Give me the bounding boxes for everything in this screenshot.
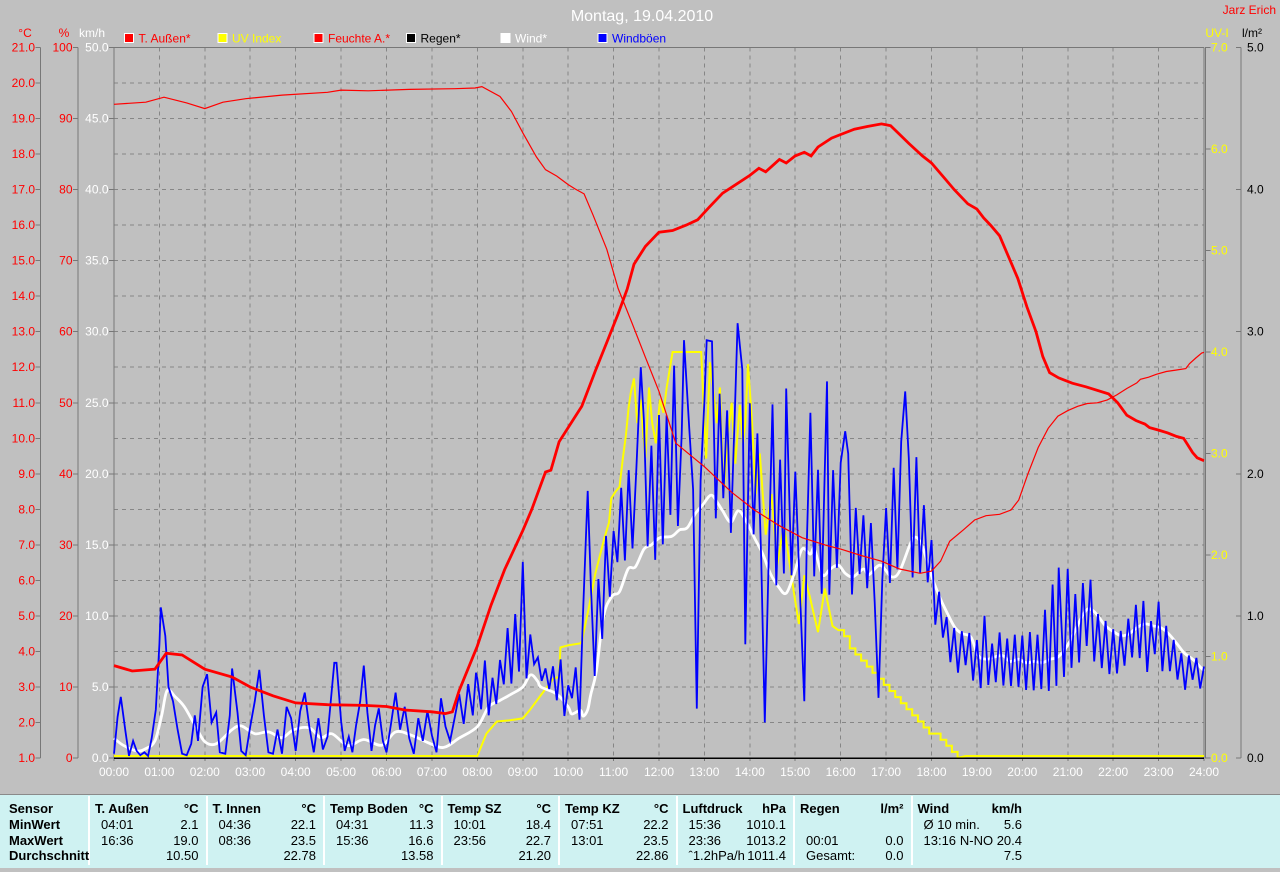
- svg-text:0.0: 0.0: [1211, 751, 1228, 765]
- svg-text:8.0: 8.0: [18, 502, 35, 516]
- svg-text:70: 70: [59, 254, 73, 268]
- svg-text:80: 80: [59, 183, 73, 197]
- svg-text:21.0: 21.0: [12, 41, 36, 55]
- svg-text:3.0: 3.0: [1247, 325, 1264, 339]
- svg-text:16:00: 16:00: [826, 765, 856, 779]
- svg-text:13.0: 13.0: [12, 325, 36, 339]
- svg-text:17.0: 17.0: [12, 183, 36, 197]
- svg-text:13:00: 13:00: [689, 765, 719, 779]
- svg-text:10: 10: [59, 680, 73, 694]
- svg-text:30.0: 30.0: [85, 325, 109, 339]
- svg-text:4.0: 4.0: [1211, 345, 1228, 359]
- svg-text:18.0: 18.0: [12, 147, 36, 161]
- svg-text:100: 100: [52, 41, 72, 55]
- svg-text:Wind*: Wind*: [515, 32, 547, 46]
- svg-text:40.0: 40.0: [85, 183, 109, 197]
- svg-text:%: %: [59, 26, 70, 40]
- svg-text:20.0: 20.0: [12, 76, 36, 90]
- svg-text:5.0: 5.0: [18, 609, 35, 623]
- svg-text:UV Index: UV Index: [232, 32, 281, 46]
- svg-text:21:00: 21:00: [1053, 765, 1083, 779]
- svg-text:19.0: 19.0: [12, 112, 36, 126]
- svg-text:9.0: 9.0: [18, 467, 35, 481]
- svg-text:2.0: 2.0: [18, 716, 35, 730]
- svg-text:5.0: 5.0: [1247, 41, 1264, 55]
- svg-text:20: 20: [59, 609, 73, 623]
- svg-text:6.0: 6.0: [18, 573, 35, 587]
- svg-text:7.0: 7.0: [18, 538, 35, 552]
- svg-text:1.0: 1.0: [1247, 609, 1264, 623]
- svg-text:23:00: 23:00: [1144, 765, 1174, 779]
- svg-text:10.0: 10.0: [12, 431, 36, 445]
- svg-text:01:00: 01:00: [144, 765, 174, 779]
- svg-text:35.0: 35.0: [85, 254, 109, 268]
- svg-text:3.0: 3.0: [18, 680, 35, 694]
- svg-text:06:00: 06:00: [371, 765, 401, 779]
- svg-text:12:00: 12:00: [644, 765, 674, 779]
- svg-text:09:00: 09:00: [508, 765, 538, 779]
- svg-text:10:00: 10:00: [553, 765, 583, 779]
- svg-text:4.0: 4.0: [1247, 183, 1264, 197]
- svg-text:5.0: 5.0: [1211, 244, 1228, 258]
- svg-text:25.0: 25.0: [85, 396, 109, 410]
- svg-text:14.0: 14.0: [12, 289, 36, 303]
- svg-text:0.0: 0.0: [92, 751, 109, 765]
- svg-text:90: 90: [59, 112, 73, 126]
- svg-text:16.0: 16.0: [12, 218, 36, 232]
- svg-text:02:00: 02:00: [190, 765, 220, 779]
- svg-text:20:00: 20:00: [1007, 765, 1037, 779]
- svg-text:11.0: 11.0: [13, 396, 36, 410]
- svg-text:22:00: 22:00: [1098, 765, 1128, 779]
- svg-text:24:00: 24:00: [1189, 765, 1219, 779]
- svg-text:1.0: 1.0: [1211, 650, 1228, 664]
- svg-text:15.0: 15.0: [85, 538, 109, 552]
- svg-text:Montag, 19.04.2010: Montag, 19.04.2010: [571, 8, 713, 25]
- svg-text:7.0: 7.0: [1211, 41, 1228, 55]
- svg-text:Regen*: Regen*: [421, 32, 461, 46]
- svg-text:18:00: 18:00: [916, 765, 946, 779]
- svg-text:30: 30: [59, 538, 73, 552]
- svg-text:10.0: 10.0: [85, 609, 109, 623]
- svg-text:00:00: 00:00: [99, 765, 129, 779]
- svg-text:03:00: 03:00: [235, 765, 265, 779]
- svg-text:5.0: 5.0: [92, 680, 109, 694]
- svg-text:15.0: 15.0: [12, 254, 36, 268]
- svg-text:60: 60: [59, 325, 73, 339]
- svg-text:T. Außen*: T. Außen*: [139, 32, 191, 46]
- svg-text:40: 40: [59, 467, 73, 481]
- svg-text:45.0: 45.0: [85, 112, 109, 126]
- svg-text:UV-I: UV-I: [1205, 26, 1228, 40]
- svg-text:08:00: 08:00: [462, 765, 492, 779]
- svg-text:05:00: 05:00: [326, 765, 356, 779]
- svg-text:11:00: 11:00: [599, 765, 628, 779]
- svg-text:4.0: 4.0: [18, 644, 35, 658]
- svg-text:50.0: 50.0: [85, 41, 109, 55]
- svg-text:17:00: 17:00: [871, 765, 901, 779]
- svg-text:04:00: 04:00: [281, 765, 311, 779]
- svg-text:0.0: 0.0: [1247, 751, 1264, 765]
- svg-text:0: 0: [66, 751, 73, 765]
- svg-text:50: 50: [59, 396, 73, 410]
- svg-text:2.0: 2.0: [1247, 467, 1264, 481]
- svg-text:l/m²: l/m²: [1242, 26, 1262, 40]
- svg-text:20.0: 20.0: [85, 467, 109, 481]
- svg-text:Feuchte A.*: Feuchte A.*: [328, 32, 390, 46]
- svg-text:3.0: 3.0: [1211, 447, 1228, 461]
- svg-text:6.0: 6.0: [1211, 142, 1228, 156]
- svg-text:19:00: 19:00: [962, 765, 992, 779]
- svg-text:12.0: 12.0: [12, 360, 36, 374]
- svg-text:1.0: 1.0: [18, 751, 35, 765]
- svg-text:Windböen: Windböen: [612, 32, 666, 46]
- svg-text:2.0: 2.0: [1211, 548, 1228, 562]
- svg-text:07:00: 07:00: [417, 765, 447, 779]
- svg-text:Jarz Erich: Jarz Erich: [1223, 3, 1276, 17]
- svg-text:km/h: km/h: [79, 26, 105, 40]
- svg-text:14:00: 14:00: [735, 765, 765, 779]
- svg-text:15:00: 15:00: [780, 765, 810, 779]
- svg-text:°C: °C: [18, 26, 32, 40]
